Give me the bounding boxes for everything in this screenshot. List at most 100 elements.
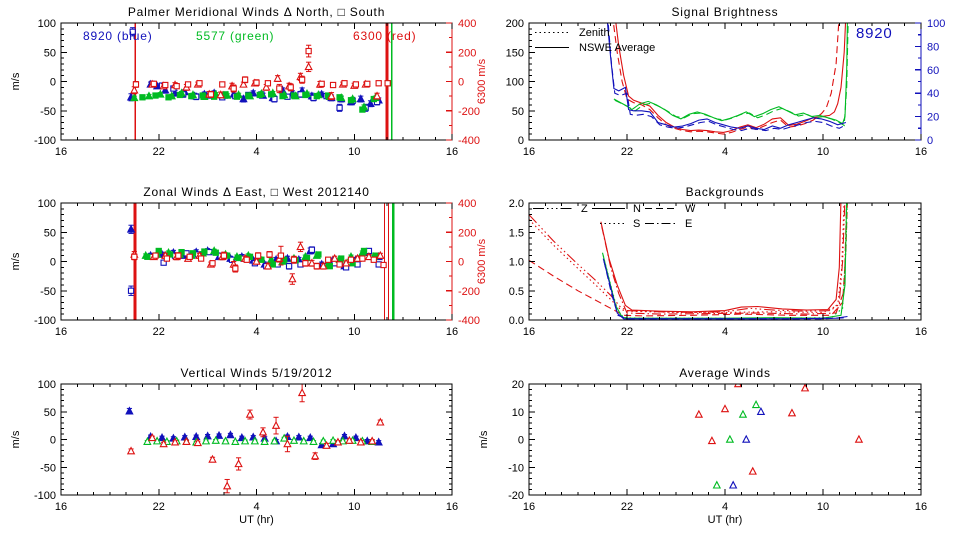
marker-triangle: [304, 62, 313, 71]
marker-square: [264, 80, 272, 87]
marker-triangle: [271, 420, 281, 429]
marker-square: [230, 85, 237, 92]
data-layer: [125, 384, 385, 494]
marker-square: [127, 287, 135, 294]
y-tick-label: 0: [50, 435, 56, 447]
marker-triangle: [376, 250, 385, 259]
x-tick-label: 10: [348, 501, 360, 513]
y-tick-label: 0: [50, 77, 56, 89]
marker-triangle: [364, 252, 374, 261]
y-axis-title: m/s: [10, 72, 22, 90]
marker-triangle: [263, 261, 273, 270]
series-5577-zenith: [614, 23, 849, 127]
marker-triangle: [712, 480, 722, 489]
x-tick-label: 4: [722, 146, 728, 158]
panel-title: Vertical Winds 5/19/2012: [181, 366, 333, 380]
marker-square: [184, 81, 192, 88]
y-tick-label: -20: [508, 490, 524, 502]
marker-square: [186, 253, 193, 260]
x-tick-label: 22: [621, 501, 633, 513]
data-layer: [606, 23, 849, 135]
plot-frame: [528, 202, 922, 321]
marker-square: [144, 253, 151, 260]
marker-triangle: [130, 85, 139, 94]
y-tick-label: -50: [40, 462, 56, 474]
marker-triangle: [310, 451, 320, 460]
y2-tick-label: -400: [458, 315, 480, 327]
marker-triangle: [258, 427, 268, 436]
marker-square: [254, 252, 262, 259]
panel-title: Zonal Winds Δ East, □ West 2012140: [143, 185, 369, 199]
x-tick-label: 10: [817, 326, 829, 338]
marker-square: [173, 83, 180, 90]
y-tick-label: 100: [38, 379, 56, 391]
marker-triangle: [338, 436, 348, 445]
marker-triangle: [193, 438, 203, 447]
legend: Zenith NSWE Average: [535, 27, 655, 54]
marker-square: [235, 254, 242, 262]
series-6300-zenith: [612, 23, 840, 135]
x-tick-label: 16: [915, 326, 927, 338]
y-axis-title: m/s: [10, 252, 22, 270]
axes: [60, 383, 453, 496]
marker-square: [241, 76, 249, 83]
panel-title: Average Winds: [679, 366, 771, 380]
marker-square: [336, 261, 343, 268]
marker-square: [303, 254, 311, 262]
x-tick-label: 10: [348, 146, 360, 158]
marker-triangle: [294, 432, 304, 441]
y2-axis-title: 6300 m/s: [476, 58, 488, 104]
series-bg-blue-W: [603, 261, 848, 320]
marker-triangle: [126, 224, 136, 233]
marker-triangle: [800, 384, 810, 392]
marker-triangle: [237, 433, 247, 442]
marker-triangle: [297, 388, 307, 397]
marker-square: [290, 92, 298, 99]
x-tick-label: 10: [348, 326, 360, 338]
marker-square: [176, 91, 184, 99]
marker-triangle: [239, 79, 248, 88]
axes: [528, 383, 922, 496]
marker-square: [256, 91, 263, 99]
marker-square: [152, 92, 159, 99]
marker-triangle: [733, 384, 743, 388]
y-tick-label: 1.0: [509, 257, 524, 269]
panel-signal-brightness: 16 22 4 10 16050100150200020406080100Signal …: [506, 5, 946, 158]
marker-square: [258, 256, 265, 263]
marker-square: [129, 28, 136, 35]
x-tick-label: 16: [915, 146, 927, 158]
marker-triangle: [279, 433, 289, 442]
marker-triangle: [327, 91, 336, 100]
marker-square: [336, 94, 343, 101]
marker-square: [325, 256, 332, 263]
y-tick-label: -100: [34, 315, 56, 327]
marker-triangle: [216, 90, 225, 99]
marker-triangle: [854, 434, 864, 443]
y-tick-label: 0.0: [509, 315, 524, 327]
marker-triangle: [234, 459, 243, 468]
scatter-west-6300: [131, 245, 387, 273]
marker-square: [341, 80, 348, 87]
y-tick-label: 50: [44, 407, 56, 419]
plot-frame: [528, 383, 922, 496]
marker-square: [302, 260, 309, 267]
axes: [528, 22, 922, 141]
marker-triangle: [144, 91, 154, 100]
data-layer: [126, 203, 395, 320]
x-tick-label: 4: [253, 501, 259, 513]
scatter-south-6300: [132, 44, 391, 98]
x-tick-label: 16: [523, 146, 535, 158]
marker-triangle: [157, 433, 167, 442]
x-tick-label: 4: [722, 501, 728, 513]
marker-square: [277, 252, 285, 259]
marker-triangle: [214, 430, 224, 439]
y-tick-label: -50: [40, 106, 56, 118]
marker-triangle: [333, 437, 343, 446]
marker-triangle: [374, 437, 383, 446]
marker-triangle: [148, 433, 157, 442]
marker-triangle: [367, 436, 377, 445]
marker-square: [201, 248, 208, 255]
marker-triangle: [353, 253, 362, 262]
marker-triangle: [728, 480, 738, 489]
y-axis-title: m/s: [10, 430, 22, 448]
